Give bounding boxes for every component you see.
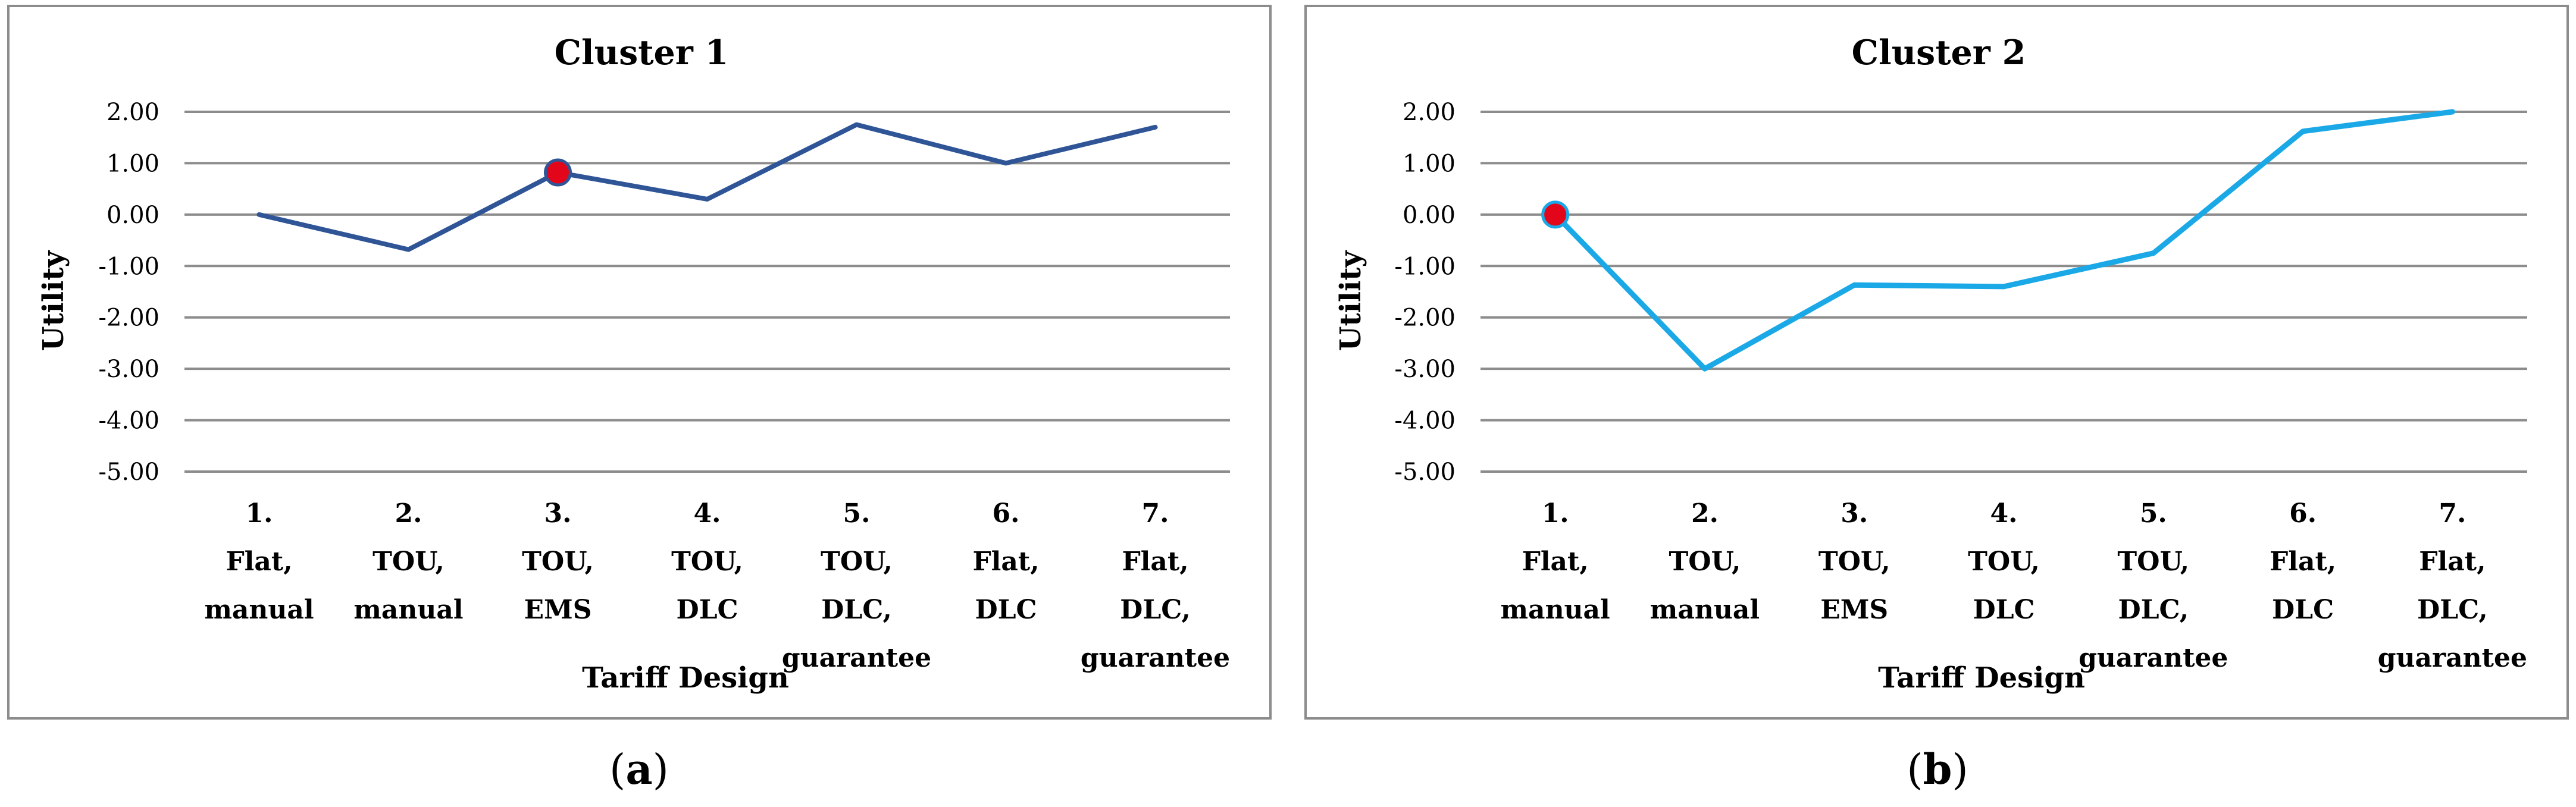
y-tick-label: -2.00	[1394, 304, 1456, 332]
x-category-label: 5. TOU, DLC, guarantee	[2079, 498, 2228, 673]
highlight-point-marker	[544, 158, 572, 187]
x-category-labels: 1. Flat, manual 2. TOU, manual 3. TOU, EMS 4. TOU,…	[204, 498, 1230, 673]
x-axis-label: Tariff Design	[1878, 661, 2085, 695]
caption-b: (b)	[1907, 745, 1968, 794]
chart-panel-cluster-2: Cluster 2 2.00 1.00 0.00 -1.00 -2.00 -3.00 -4.…	[1304, 5, 2569, 720]
series-line-group	[256, 122, 1158, 252]
y-tick-label: 2.00	[107, 99, 159, 126]
chart-title: Cluster 1	[555, 33, 729, 73]
caption-letter: b	[1923, 745, 1952, 794]
highlight-point-marker	[1541, 200, 1570, 229]
x-category-label: 4. TOU, DLC	[1968, 498, 2040, 625]
caption-letter: a	[625, 745, 652, 794]
x-category-label: 4. TOU, DLC	[671, 498, 743, 625]
grid-lines	[1481, 111, 2527, 473]
series-line-group	[1541, 109, 2455, 372]
series-line	[1553, 109, 2455, 372]
x-category-label: 6. Flat, DLC	[972, 498, 1039, 625]
y-tick-label: 0.00	[107, 202, 159, 229]
y-tick-labels: 2.00 1.00 0.00 -1.00 -2.00 -3.00 -4.00 -5.00	[1394, 99, 1456, 486]
x-category-label: 7. Flat, DLC, guarantee	[2378, 498, 2527, 673]
y-tick-label: -2.00	[98, 304, 159, 332]
series-line	[256, 122, 1158, 252]
grid-lines	[184, 111, 1230, 473]
chart-panel-cluster-1: Cluster 1 2.00 1.00 0.00 -1.00 -2.00 -3.00 -4.…	[7, 5, 1272, 720]
x-category-label: 5. TOU, DLC, guarantee	[782, 498, 931, 673]
y-tick-label: -3.00	[98, 356, 159, 383]
y-axis-label: Utility	[1334, 249, 1367, 351]
y-tick-label: -4.00	[1394, 407, 1456, 435]
x-category-label: 6. Flat, DLC	[2270, 498, 2336, 625]
x-category-labels: 1. Flat, manual 2. TOU, manual 3. TOU, EMS 4. TOU,…	[1501, 498, 2527, 673]
y-tick-label: 0.00	[1403, 202, 1456, 229]
y-tick-label: 1.00	[107, 150, 159, 177]
x-category-label: 3. TOU, EMS	[522, 498, 594, 625]
y-tick-label: -4.00	[98, 407, 159, 435]
x-axis-label: Tariff Design	[582, 661, 789, 695]
y-tick-label: -3.00	[1394, 356, 1456, 383]
y-axis-label: Utility	[37, 249, 70, 351]
y-tick-label: 2.00	[1403, 99, 1456, 126]
chart-title: Cluster 2	[1852, 33, 2026, 73]
y-tick-label: -1.00	[1394, 253, 1456, 280]
x-category-label: 3. TOU, EMS	[1818, 498, 1890, 625]
y-tick-label: -5.00	[98, 459, 159, 486]
x-category-label: 1. Flat, manual	[204, 498, 314, 625]
y-tick-label: -5.00	[1394, 459, 1456, 486]
caption-a: (a)	[609, 745, 669, 794]
y-tick-label: 1.00	[1403, 150, 1456, 177]
y-tick-label: -1.00	[98, 253, 159, 280]
x-category-label: 1. Flat, manual	[1501, 498, 1610, 625]
x-category-label: 2. TOU, manual	[353, 498, 463, 625]
chart-frame	[7, 5, 1272, 720]
y-tick-labels: 2.00 1.00 0.00 -1.00 -2.00 -3.00 -4.00 -5.00	[98, 99, 159, 486]
x-category-label: 2. TOU, manual	[1650, 498, 1760, 625]
x-category-label: 7. Flat, DLC, guarantee	[1081, 498, 1230, 673]
